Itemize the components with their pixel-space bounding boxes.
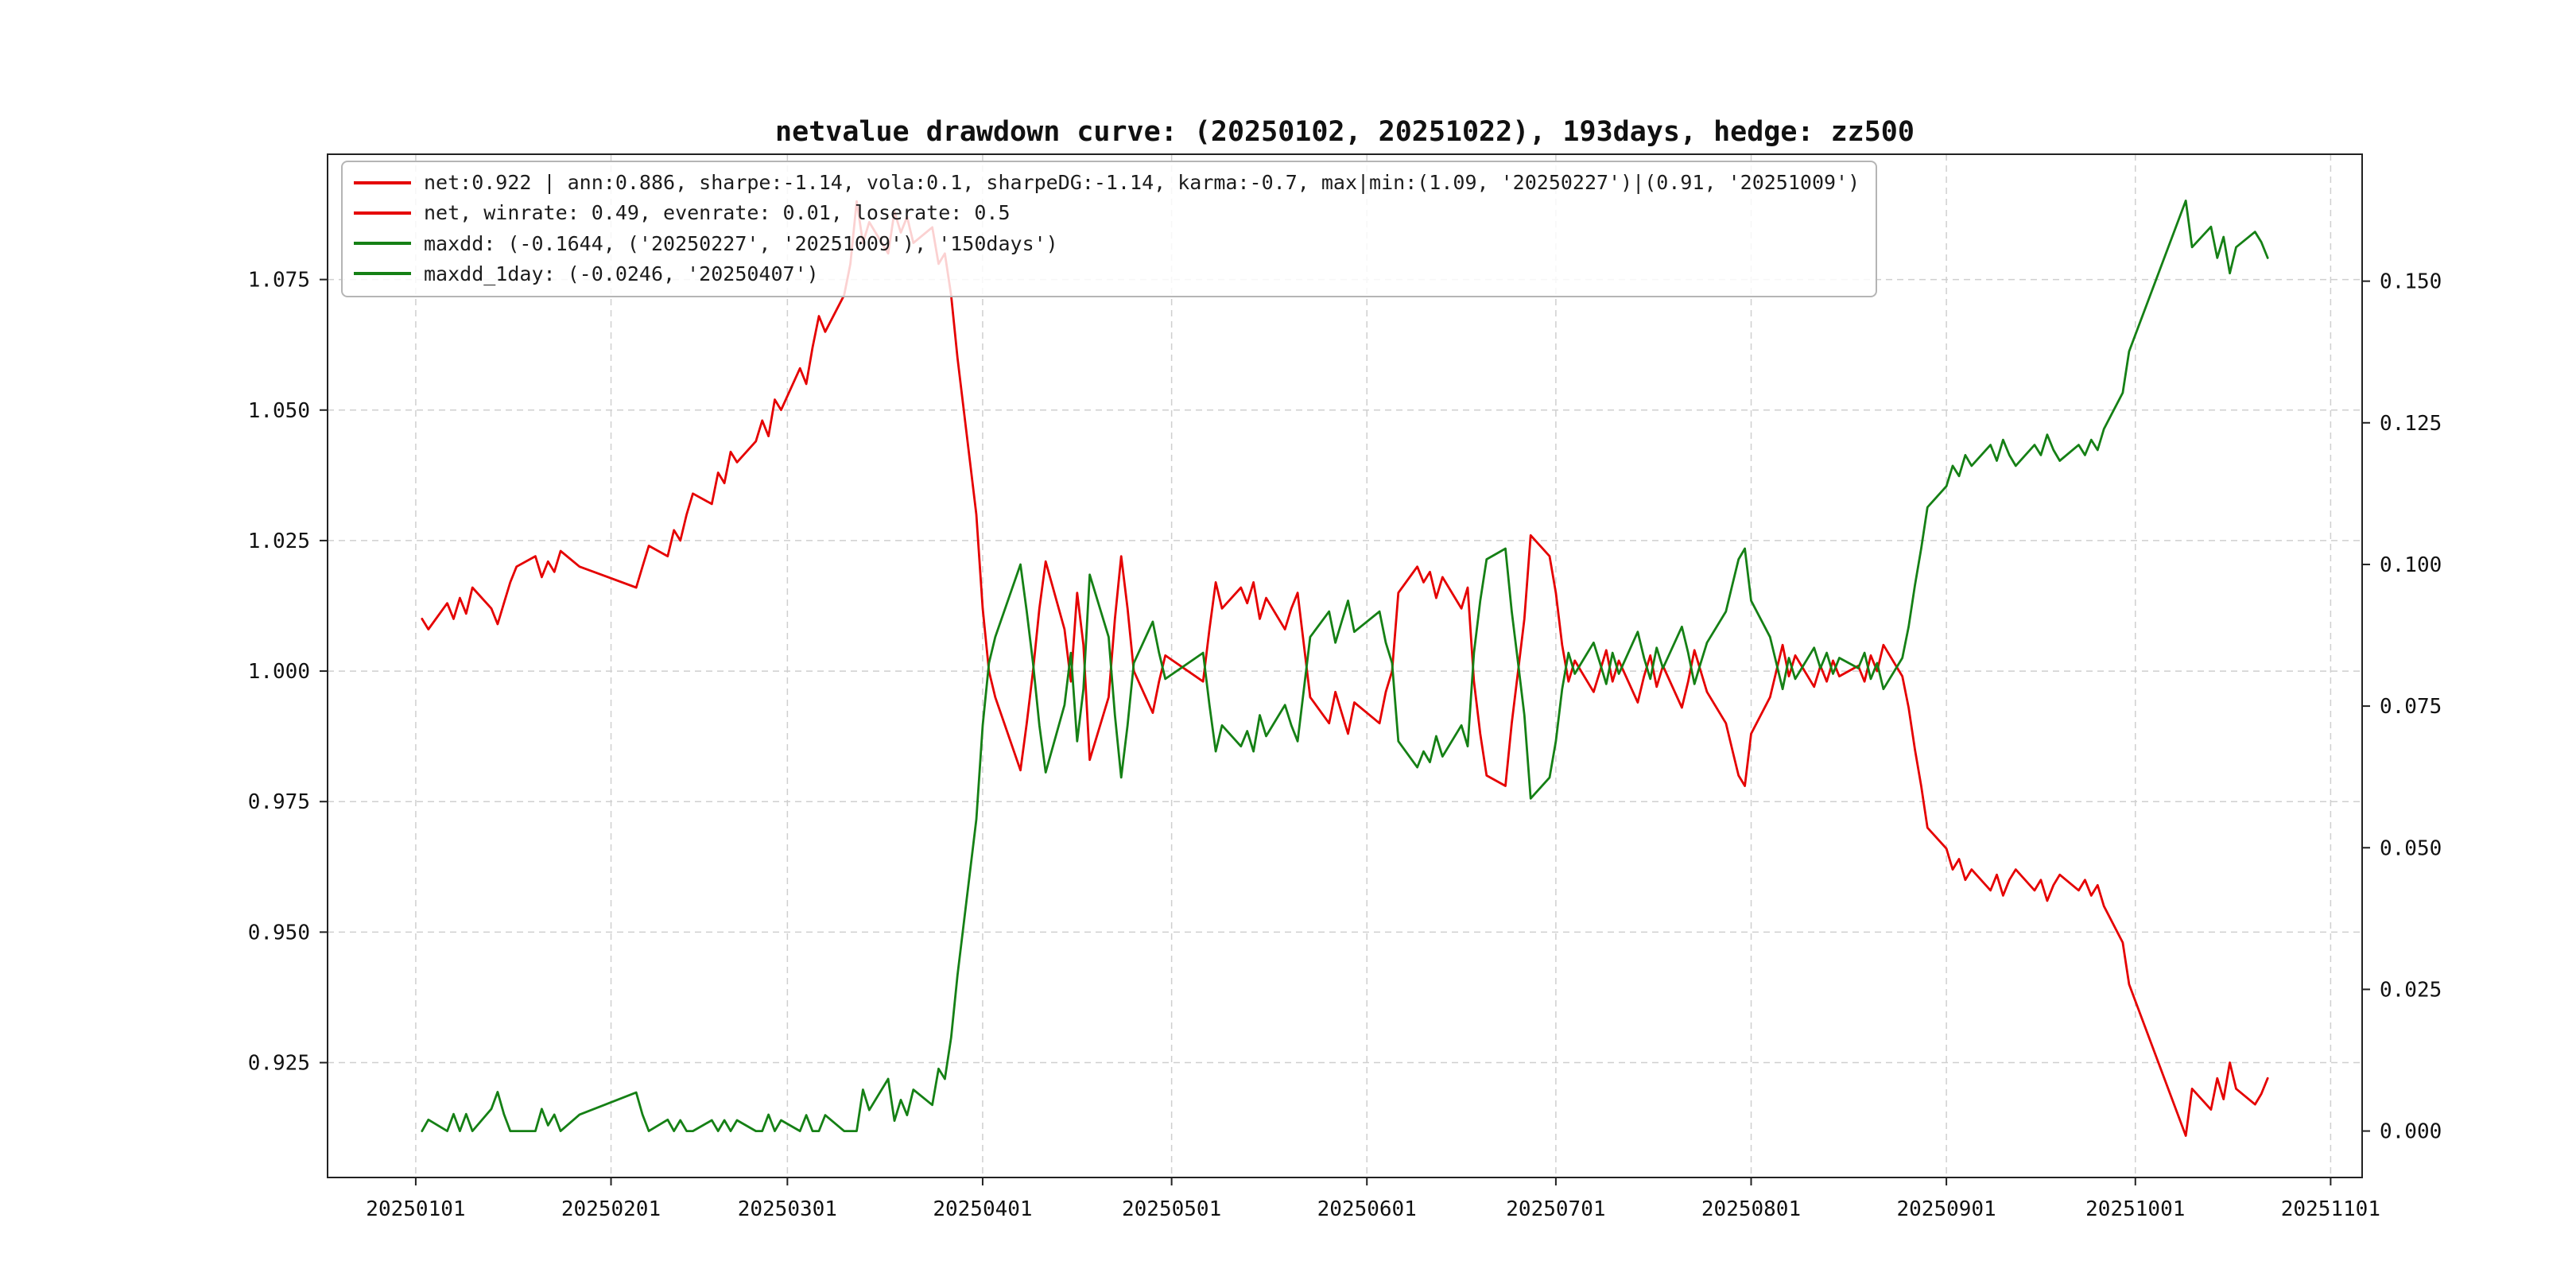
- right-tick-label: 0.125: [2380, 412, 2442, 436]
- legend-line-swatch-net: [354, 180, 411, 184]
- left-tick-label: 1.050: [248, 399, 310, 423]
- left-tick-label: 0.925: [248, 1052, 310, 1076]
- legend-item-maxdd-1day: maxdd_1day: (-0.0246, '20250407'): [354, 262, 1860, 286]
- legend-line-swatch-maxdd: [354, 242, 411, 246]
- x-tick-label: 20250401: [933, 1197, 1032, 1221]
- axes-frame: [327, 153, 2363, 1178]
- chart-title: netvalue drawdown curve: (20250102, 2025…: [775, 116, 1915, 148]
- legend-label-maxdd: maxdd: (-0.1644, ('20250227', '20251009'…: [424, 231, 1058, 255]
- x-tick-label: 20250701: [1506, 1197, 1605, 1221]
- right-tick-label: 0.075: [2380, 695, 2442, 719]
- left-tick-label: 0.950: [248, 921, 310, 945]
- legend-label-net-winrate: net, winrate: 0.49, evenrate: 0.01, lose…: [424, 201, 1011, 225]
- right-tick-label: 0.100: [2380, 553, 2442, 577]
- x-tick-label: 20250301: [738, 1197, 837, 1221]
- net-line: [421, 200, 2269, 1137]
- legend-label-net-stats: net:0.922 | ann:0.886, sharpe:-1.14, vol…: [424, 171, 1860, 194]
- x-tick-label: 20250501: [1122, 1197, 1221, 1221]
- legend-item-net-stats: net:0.922 | ann:0.886, sharpe:-1.14, vol…: [354, 170, 1860, 195]
- right-tick-label: 0.025: [2380, 978, 2442, 1002]
- left-tick-label: 1.000: [248, 660, 310, 684]
- left-tick-label: 1.075: [248, 269, 310, 293]
- x-tick-label: 20251101: [2281, 1197, 2380, 1221]
- legend-line-swatch-maxdd-1day: [354, 272, 411, 276]
- x-tick-label: 20251001: [2085, 1197, 2185, 1221]
- x-tick-label: 20250101: [366, 1197, 465, 1221]
- left-tick-label: 0.975: [248, 790, 310, 814]
- right-tick-label: 0.050: [2380, 836, 2442, 860]
- right-tick-label: 0.000: [2380, 1120, 2442, 1144]
- right-tick-label: 0.150: [2380, 270, 2442, 294]
- x-tick-label: 20250901: [1896, 1197, 1996, 1221]
- drawdown-line: [421, 199, 2269, 1132]
- legend-label-maxdd-1day: maxdd_1day: (-0.0246, '20250407'): [424, 262, 819, 285]
- x-tick-label: 20250201: [561, 1197, 661, 1221]
- legend-item-maxdd: maxdd: (-0.1644, ('20250227', '20251009'…: [354, 231, 1860, 256]
- x-tick-label: 20250801: [1701, 1197, 1801, 1221]
- legend: net:0.922 | ann:0.886, sharpe:-1.14, vol…: [341, 161, 1878, 297]
- left-tick-label: 1.025: [248, 530, 310, 553]
- legend-item-net-winrate: net, winrate: 0.49, evenrate: 0.01, lose…: [354, 200, 1860, 225]
- legend-line-swatch-net-winrate: [354, 211, 411, 215]
- x-tick-label: 20250601: [1317, 1197, 1417, 1221]
